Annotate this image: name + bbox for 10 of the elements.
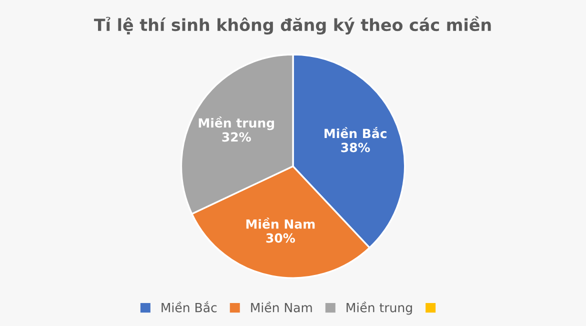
- slice-label: Miền Nam: [246, 218, 315, 229]
- slice-label: Miền trung: [198, 116, 274, 130]
- legend-label: Miền Nam: [251, 302, 312, 312]
- slice-label: Miền Bắc: [324, 126, 386, 138]
- data-label: 30%: [266, 233, 295, 243]
- chart-title: Tỉ lệ thí sinh không đăng ký theo các miền: [94, 16, 491, 34]
- legend-label: Miền trung: [346, 302, 412, 315]
- data-label: 32%: [222, 132, 251, 142]
- legend-label: Miền Bắc: [162, 301, 217, 312]
- data-label: 38%: [341, 142, 370, 152]
